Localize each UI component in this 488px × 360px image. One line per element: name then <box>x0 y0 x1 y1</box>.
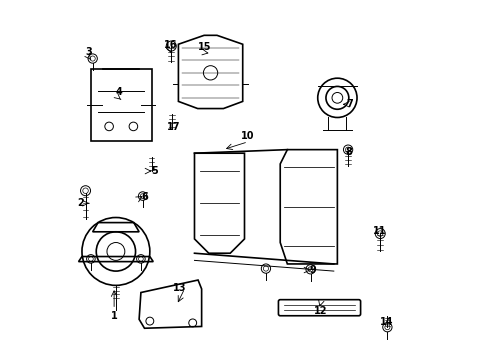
Text: 2: 2 <box>78 198 84 208</box>
Text: 11: 11 <box>372 226 386 236</box>
Text: 15: 15 <box>197 42 211 52</box>
Text: 3: 3 <box>85 47 92 57</box>
Text: 4: 4 <box>115 87 122 98</box>
Text: 1: 1 <box>110 311 117 321</box>
Text: 14: 14 <box>379 317 393 327</box>
Text: 5: 5 <box>151 166 158 176</box>
Text: 8: 8 <box>345 147 351 157</box>
Text: 17: 17 <box>167 122 180 132</box>
Text: 6: 6 <box>142 192 148 202</box>
Text: 16: 16 <box>163 40 177 50</box>
Text: 12: 12 <box>313 306 326 316</box>
Text: 7: 7 <box>346 99 352 109</box>
Text: 9: 9 <box>309 265 316 275</box>
Text: 10: 10 <box>241 131 254 141</box>
Text: 13: 13 <box>172 283 186 293</box>
